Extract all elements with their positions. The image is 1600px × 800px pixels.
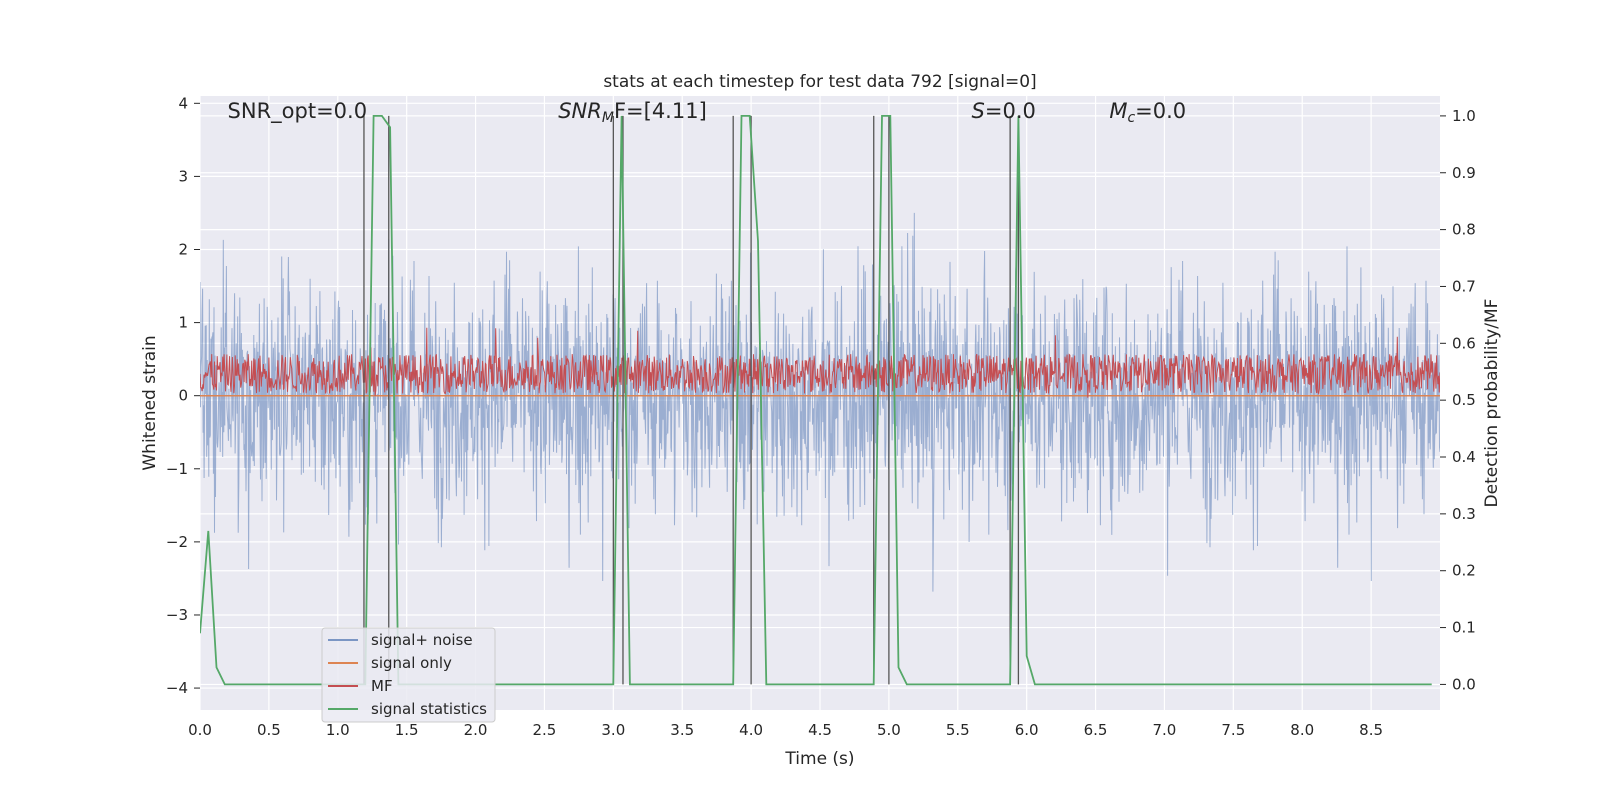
y-tick-label: −3 [166, 606, 188, 624]
y-tick-label: 3 [178, 167, 188, 185]
y-tick-label: 1 [178, 314, 188, 332]
annotations: SNR_opt=0.0 SNRMF=[4.11] S=0.0 Mc=0.0 [228, 99, 1187, 126]
x-tick-label: 2.5 [533, 721, 557, 739]
x-axis-ticks: 0.0 0.5 1.0 1.5 2.0 2.5 3.0 3.5 4.0 4.5 5.0 5.5 6.0 6… [188, 721, 1383, 739]
x-tick-label: 5.0 [877, 721, 901, 739]
y-tick-label: 4 [178, 94, 188, 112]
y2-tick-label: 0.0 [1452, 675, 1476, 693]
y2-tick-label: 1.0 [1452, 107, 1476, 125]
x-tick-label: 0.5 [257, 721, 281, 739]
y2-axis-ticks: 0.0 0.1 0.2 0.3 0.4 0.5 0.6 0.7 0.8 0.9 1.0 [1440, 107, 1476, 693]
x-tick-label: 1.0 [326, 721, 350, 739]
x-tick-label: 6.5 [1084, 721, 1108, 739]
x-tick-label: 5.5 [946, 721, 970, 739]
legend-box [321, 627, 496, 723]
x-tick-label: 1.5 [395, 721, 419, 739]
x-tick-label: 3.5 [670, 721, 694, 739]
y2-tick-label: 0.6 [1452, 334, 1476, 352]
y-axis-ticks: −4 −3 −2 −1 0 1 2 3 4 [166, 94, 200, 697]
x-tick-label: 4.5 [808, 721, 832, 739]
y2-tick-label: 0.1 [1452, 619, 1476, 637]
y2-axis-label: Detection probability/MF [1482, 299, 1502, 508]
y2-tick-label: 0.9 [1452, 164, 1476, 182]
x-tick-label: 7.5 [1221, 721, 1245, 739]
y2-tick-label: 0.2 [1452, 562, 1476, 580]
y-tick-label: −4 [166, 679, 188, 697]
x-tick-label: 0.0 [188, 721, 212, 739]
x-tick-label: 2.0 [464, 721, 488, 739]
mf-series [200, 327, 1440, 398]
y2-tick-label: 0.3 [1452, 505, 1476, 523]
y-tick-label: −2 [166, 533, 188, 551]
annotation-s-rest: =0.0 [985, 99, 1036, 123]
annotation-s: S=0.0 [972, 99, 1036, 123]
signal-statistics-series [200, 115, 1432, 686]
legend-label-mf: MF [371, 677, 393, 695]
y-tick-label: −1 [166, 460, 188, 478]
annotation-snr-mf-sub: M [602, 110, 614, 126]
x-tick-label: 6.0 [1015, 721, 1039, 739]
x-tick-label: 8.5 [1359, 721, 1383, 739]
annotation-snr-mf-rest: F=[4.11] [614, 99, 707, 123]
x-tick-label: 7.0 [1153, 721, 1177, 739]
annotation-mc-base: M [1109, 99, 1127, 123]
y-axis-label: Whitened strain [140, 335, 160, 470]
vlines [363, 115, 1020, 685]
annotation-snr-mf: SNRMF=[4.11] [558, 99, 707, 126]
annotation-s-base: S [972, 99, 985, 123]
x-axis-label: Time (s) [784, 749, 854, 769]
y2-tick-label: 0.7 [1452, 277, 1476, 295]
y2-tick-label: 0.8 [1452, 221, 1476, 239]
annotation-snr-opt: SNR_opt=0.0 [228, 99, 368, 124]
y-tick-label: 0 [178, 387, 188, 405]
y2-tick-label: 0.5 [1452, 391, 1476, 409]
legend-label-signal-noise: signal+ noise [371, 631, 473, 649]
legend-label-signal-statistics: signal statistics [371, 700, 487, 718]
legend-label-signal-only: signal only [371, 654, 452, 672]
y-tick-label: 2 [178, 241, 188, 259]
x-tick-label: 3.0 [601, 721, 625, 739]
annotation-snr-mf-base: SNR [558, 99, 602, 123]
x-tick-label: 4.0 [739, 721, 763, 739]
x-tick-label: 8.0 [1290, 721, 1314, 739]
annotation-mc: Mc=0.0 [1109, 99, 1186, 126]
chart-title: stats at each timestep for test data 792… [603, 72, 1036, 92]
annotation-mc-sub: c [1127, 110, 1135, 126]
legend: signal+ noise signal only MF signal stat… [321, 627, 496, 723]
y2-tick-label: 0.4 [1452, 448, 1476, 466]
annotation-mc-rest: =0.0 [1135, 99, 1186, 123]
